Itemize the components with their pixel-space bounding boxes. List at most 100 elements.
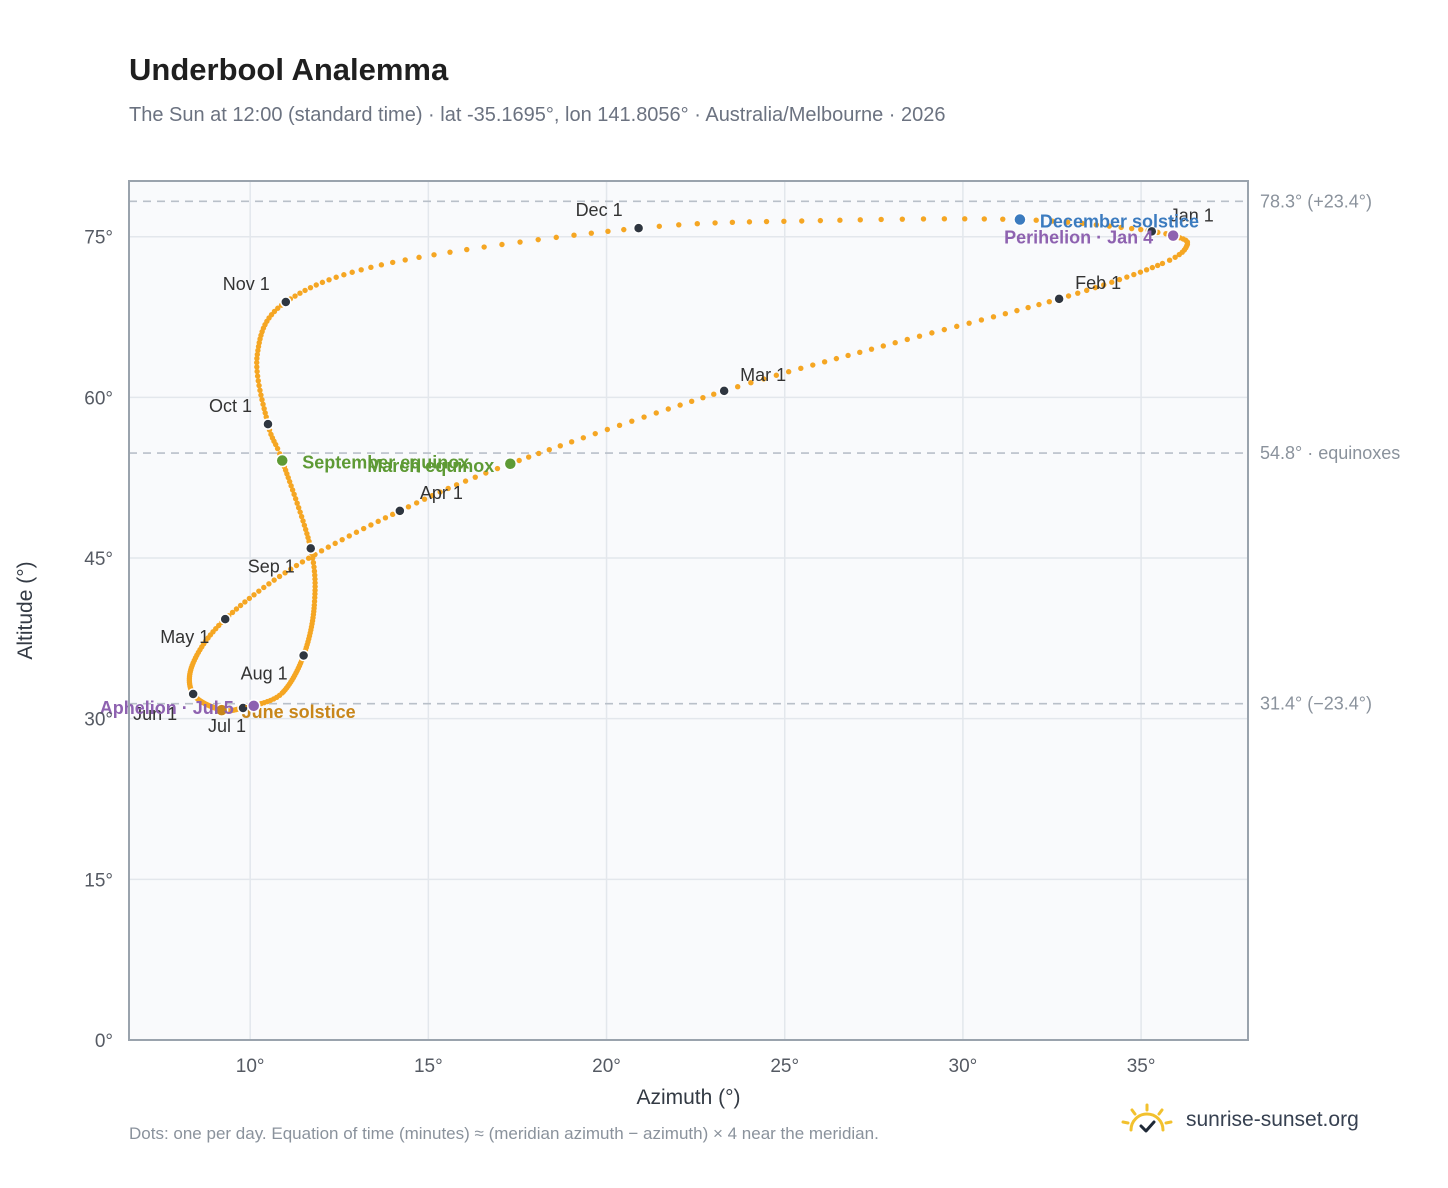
daily-dot [368,264,374,271]
daily-dot [1093,222,1100,228]
chart-subtitle: The Sun at 12:00 (standard time) · lat -… [129,104,946,126]
daily-dot [1166,257,1173,263]
daily-dot [880,343,886,349]
daily-dot [1002,310,1009,317]
daily-dot [557,443,563,449]
daily-dot [1101,282,1107,288]
daily-dot [1025,304,1031,311]
daily-dot [254,355,260,362]
month-label: Jul 1 [208,716,246,736]
daily-dot [746,219,753,225]
daily-dot [1137,269,1144,275]
daily-dot [289,487,296,493]
month-marker [262,418,274,430]
daily-dot [1131,271,1137,278]
daily-dot [464,246,470,253]
daily-dot [799,218,805,224]
daily-dot [1000,216,1006,222]
daily-dot [621,226,627,233]
daily-dot [309,555,316,561]
daily-dot [339,536,345,543]
daily-dot [773,372,780,378]
month-label: Aug 1 [241,663,288,683]
footnote: Dots: one per day. Equation of time (min… [129,1124,879,1143]
daily-dot [312,572,318,578]
daily-dot [785,369,792,375]
event-label: December solstice [1040,212,1199,232]
month-marker [1146,225,1158,238]
daily-dot [246,595,253,602]
daily-dot [1036,301,1042,308]
month-marker [632,222,645,234]
daily-dot [358,267,364,273]
daily-dot [517,239,523,245]
event-marker [503,457,518,471]
event-label: March equinox [367,456,494,476]
daily-dot [261,405,267,412]
daily-dot [255,378,261,384]
daily-dot [694,221,700,227]
daily-dot [291,491,297,498]
x-tick-label: 10° [236,1056,265,1077]
event-marker [214,703,229,717]
month-label: Feb 1 [1075,273,1121,293]
x-tick-label: 25° [770,1056,799,1077]
daily-dot [571,232,577,238]
daily-dot [665,406,671,412]
daily-dot [1079,220,1086,227]
daily-dot [259,397,265,403]
daily-dot [1138,226,1144,233]
daily-dot [1083,287,1090,294]
daily-dot [653,410,659,416]
daily-dot [892,340,898,346]
daily-dot [319,279,326,286]
daily-dot [282,570,288,576]
daily-dot [389,511,396,518]
daily-dot [288,483,294,489]
daily-dot [292,496,299,502]
daily-dot [616,422,623,429]
daily-dot [629,418,635,424]
plot-background [129,181,1248,1040]
daily-dot [254,351,260,358]
daily-dot [295,504,302,511]
daily-dot [258,392,264,398]
month-label: Nov 1 [223,274,270,294]
daily-dot [297,509,303,515]
brand[interactable]: sunrise-sunset.org [1120,1102,1359,1138]
daily-dot [748,380,754,386]
daily-dot [416,254,422,261]
daily-dot [1064,219,1071,225]
x-tick-label: 20° [592,1056,621,1077]
daily-dot [857,349,863,356]
month-markers: Jan 1 Feb 1 Mar 1 Apr 1 May 1 Jun 1 Jul 1 Aug 1… [133,200,1214,736]
daily-dot [437,489,443,495]
daily-dot [656,223,663,229]
daily-dot [990,314,997,320]
daily-dot [271,577,277,583]
y-axis-label: Altitude (°) [14,561,37,659]
daily-dot [341,272,347,278]
y-tick-label: 60° [84,388,113,409]
month-label: Jan 1 [1170,205,1214,225]
daily-dot [310,560,317,566]
daily-dot [546,446,552,453]
chart-title: Underbool Analemma [129,52,449,87]
daily-dot [447,249,453,255]
daily-dot [1046,298,1052,305]
daily-dot [312,580,318,586]
daily-dot [360,525,367,532]
daily-dot [266,581,272,587]
daily-dot [966,320,972,326]
daily-dot [700,394,706,401]
daily-dot [677,402,683,408]
daily-dot [781,218,787,224]
daily-dot [257,387,263,394]
reference-line-label: 78.3° (+23.4°) [1260,191,1372,211]
month-marker [280,296,292,308]
daily-dot [274,445,281,452]
daily-dot [311,564,317,570]
event-label: June solstice [242,702,356,722]
daily-dot [254,368,260,375]
month-label: Apr 1 [420,483,463,503]
